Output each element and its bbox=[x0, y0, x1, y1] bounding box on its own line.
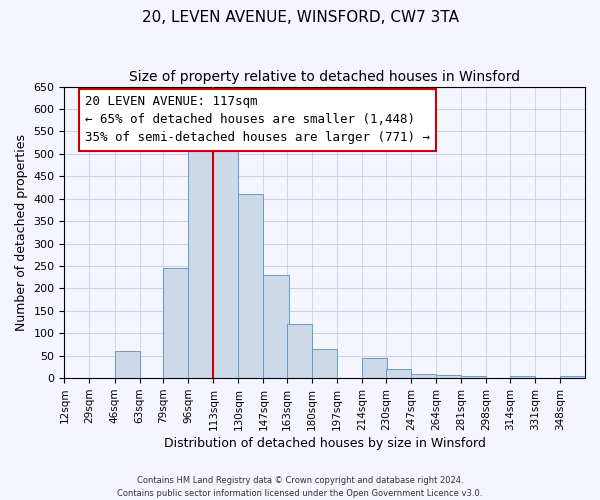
Bar bbox=[411, 374, 436, 378]
Bar bbox=[362, 358, 388, 378]
Text: Contains HM Land Registry data © Crown copyright and database right 2024.
Contai: Contains HM Land Registry data © Crown c… bbox=[118, 476, 482, 498]
Bar bbox=[287, 324, 312, 378]
Bar bbox=[386, 369, 411, 378]
Title: Size of property relative to detached houses in Winsford: Size of property relative to detached ho… bbox=[129, 70, 520, 84]
Bar bbox=[436, 374, 461, 378]
Text: 20 LEVEN AVENUE: 117sqm
← 65% of detached houses are smaller (1,448)
35% of semi: 20 LEVEN AVENUE: 117sqm ← 65% of detache… bbox=[85, 96, 430, 144]
Y-axis label: Number of detached properties: Number of detached properties bbox=[15, 134, 28, 331]
Bar bbox=[510, 376, 535, 378]
Bar bbox=[238, 194, 263, 378]
Bar bbox=[560, 376, 585, 378]
X-axis label: Distribution of detached houses by size in Winsford: Distribution of detached houses by size … bbox=[164, 437, 485, 450]
Bar bbox=[188, 145, 214, 378]
Bar bbox=[115, 352, 140, 378]
Bar bbox=[312, 349, 337, 378]
Bar bbox=[214, 150, 238, 378]
Bar bbox=[263, 275, 289, 378]
Bar bbox=[163, 268, 188, 378]
Bar bbox=[461, 376, 486, 378]
Text: 20, LEVEN AVENUE, WINSFORD, CW7 3TA: 20, LEVEN AVENUE, WINSFORD, CW7 3TA bbox=[142, 10, 458, 25]
